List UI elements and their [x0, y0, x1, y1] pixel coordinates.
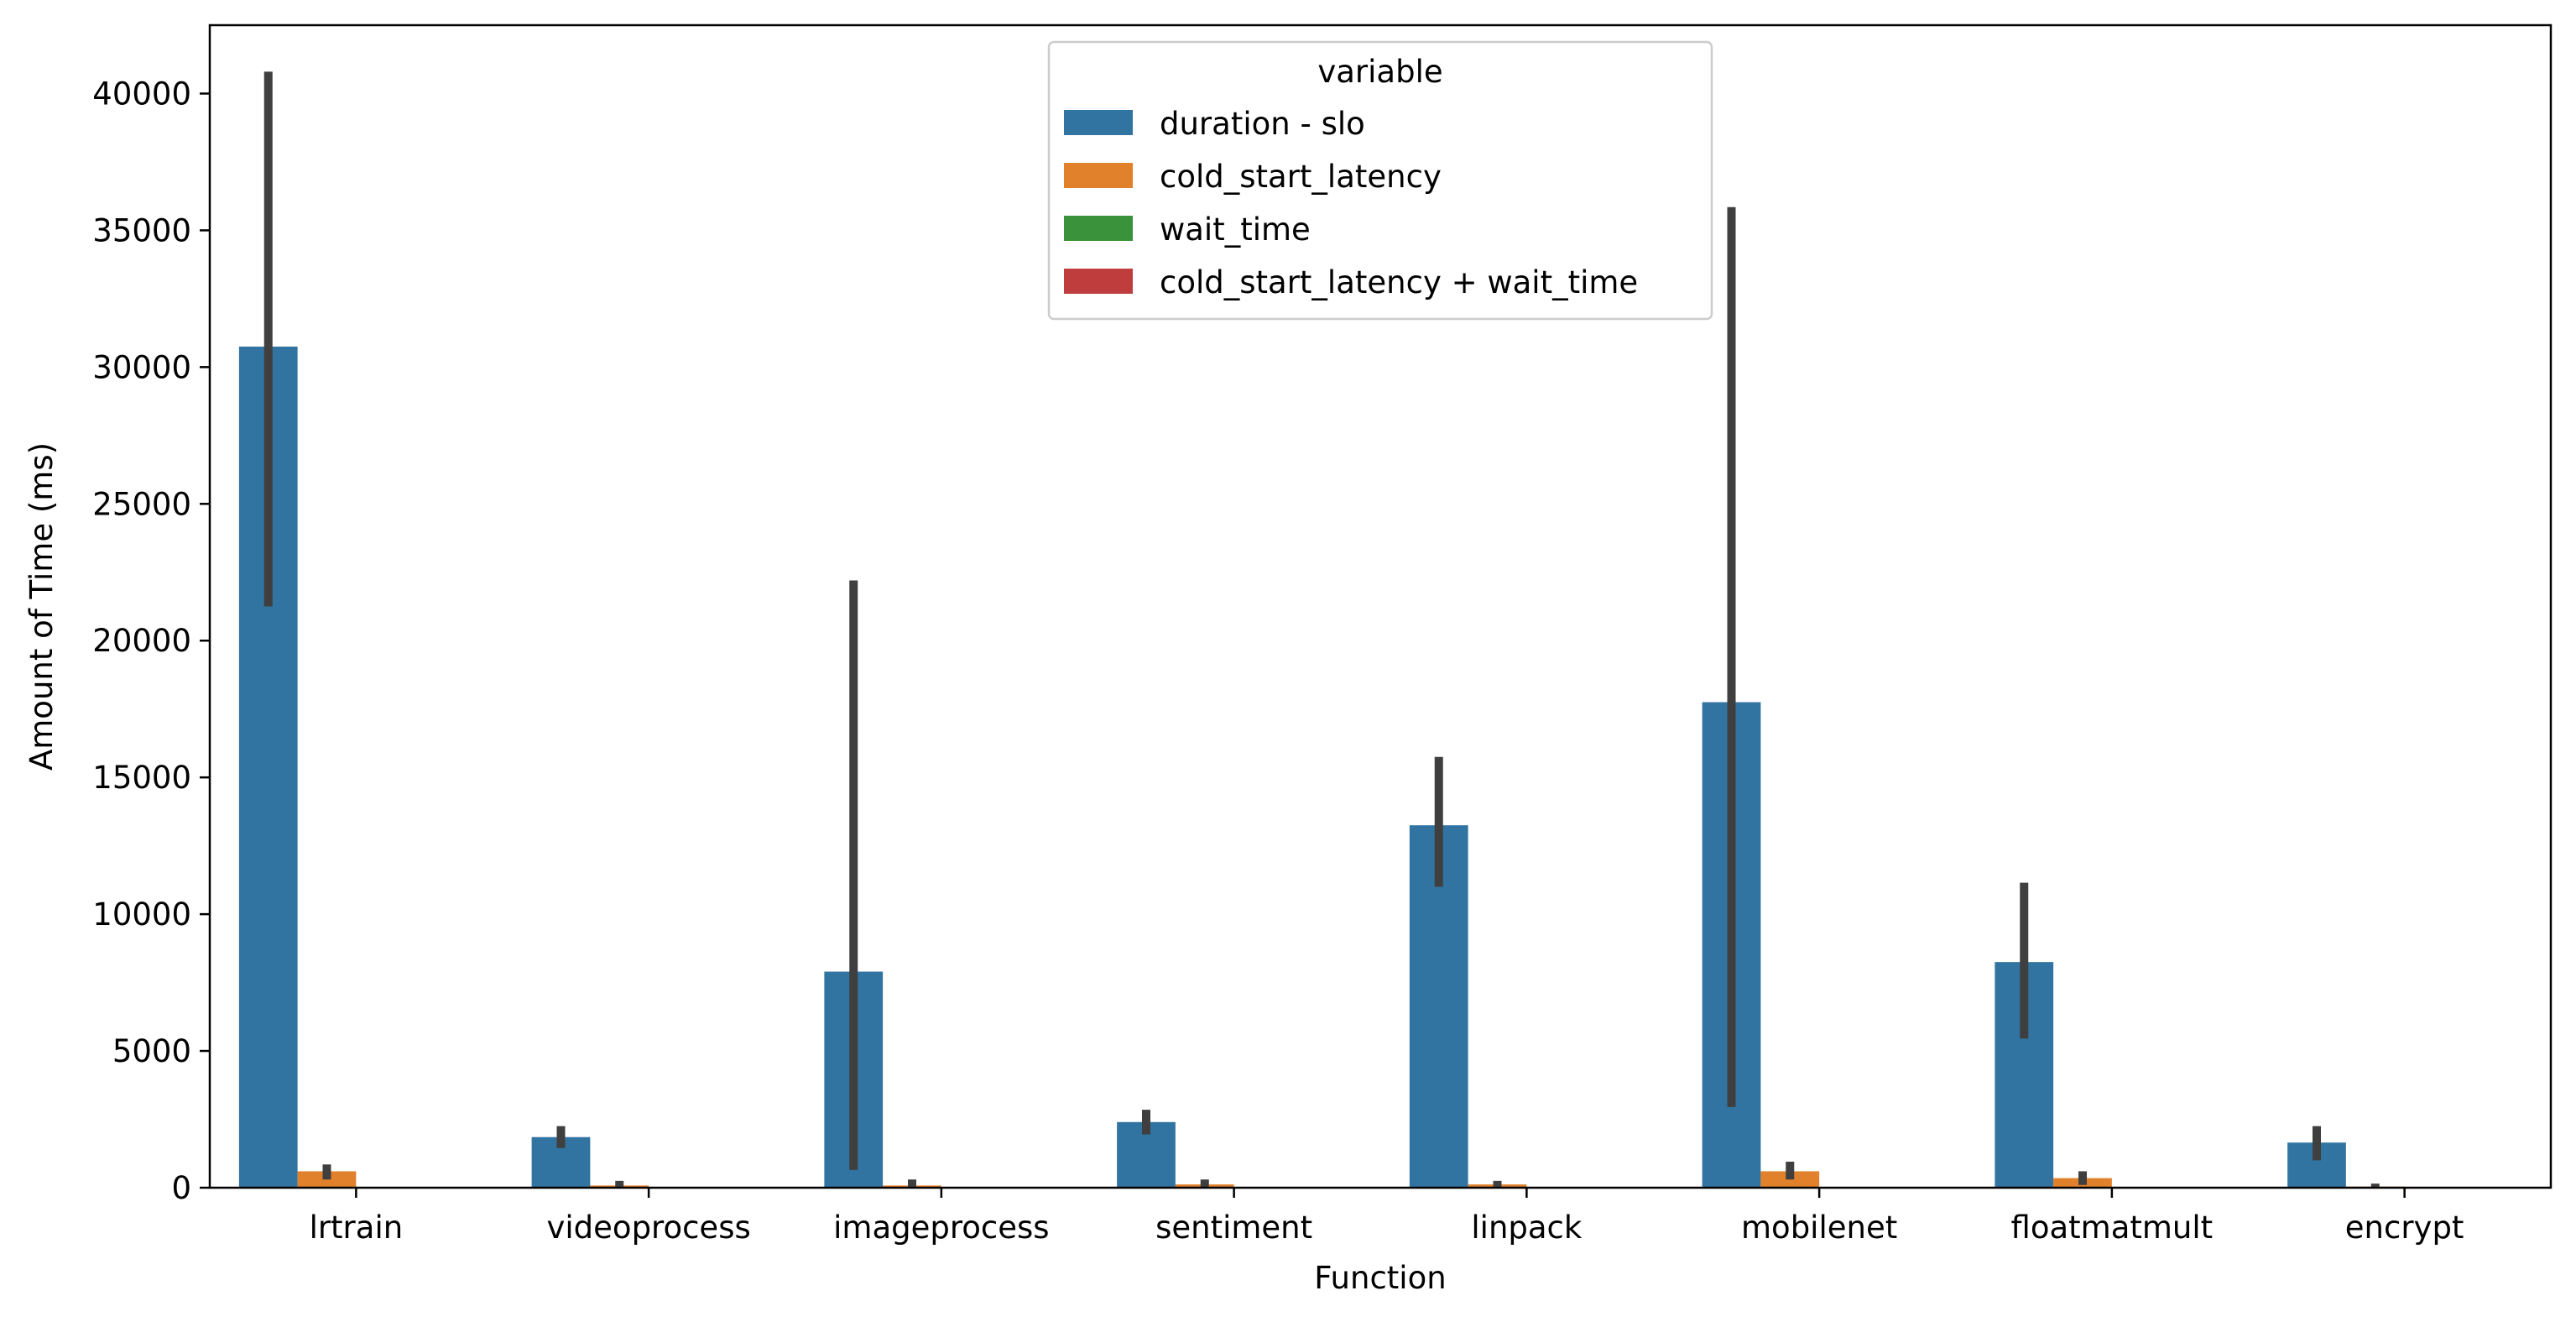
- y-tick-label-0: 0: [171, 1170, 191, 1206]
- error-bars-layer: [263, 71, 2380, 1188]
- y-tick-label-15000: 15000: [92, 760, 191, 796]
- y-tick-label-5000: 5000: [112, 1033, 191, 1069]
- legend-frame: [1047, 40, 1713, 321]
- legend-swatch-3: [1064, 269, 1133, 294]
- x-tick-label-lrtrain: lrtrain: [310, 1210, 404, 1246]
- y-tick-label-25000: 25000: [92, 486, 191, 522]
- y-tick-label-10000: 10000: [92, 896, 191, 933]
- plot-frame: [208, 24, 2553, 1189]
- legend-swatch-0: [1064, 110, 1133, 135]
- legend-swatch-2: [1064, 216, 1133, 241]
- bars-layer: [238, 346, 2405, 1189]
- x-tick-label-mobilenet: mobilenet: [1741, 1210, 1897, 1246]
- legend-label-2: wait_time: [1160, 212, 1311, 248]
- legend-swatch-1: [1064, 163, 1133, 188]
- y-tick-label-30000: 30000: [92, 349, 191, 385]
- x-tick-label-sentiment: sentiment: [1155, 1210, 1312, 1246]
- legend-title: variable: [1317, 54, 1442, 90]
- legend-label-3: cold_start_latency + wait_time: [1160, 264, 1638, 300]
- x-tick-label-videoprocess: videoprocess: [547, 1210, 751, 1246]
- x-tick-label-linpack: linpack: [1471, 1210, 1583, 1246]
- y-tick-label-20000: 20000: [92, 623, 191, 659]
- axes-layer: 0 5000 10000 15000 20000 25000 30000 35000 40000…: [92, 24, 2553, 1246]
- x-tick-label-encrypt: encrypt: [2345, 1210, 2464, 1246]
- y-tick-label-35000: 35000: [92, 212, 191, 248]
- legend-label-1: cold_start_latency: [1160, 159, 1442, 195]
- x-tick-label-floatmatmult: floatmatmult: [2011, 1210, 2214, 1246]
- y-tick-label-40000: 40000: [92, 76, 191, 112]
- x-tick-label-imageprocess: imageprocess: [833, 1210, 1049, 1246]
- legend: variable duration - slo cold_start_latency…: [1047, 40, 1713, 321]
- x-axis-label: Function: [1314, 1260, 1446, 1296]
- y-axis-label: Amount of Time (ms): [23, 442, 60, 771]
- legend-label-0: duration - slo: [1160, 106, 1365, 142]
